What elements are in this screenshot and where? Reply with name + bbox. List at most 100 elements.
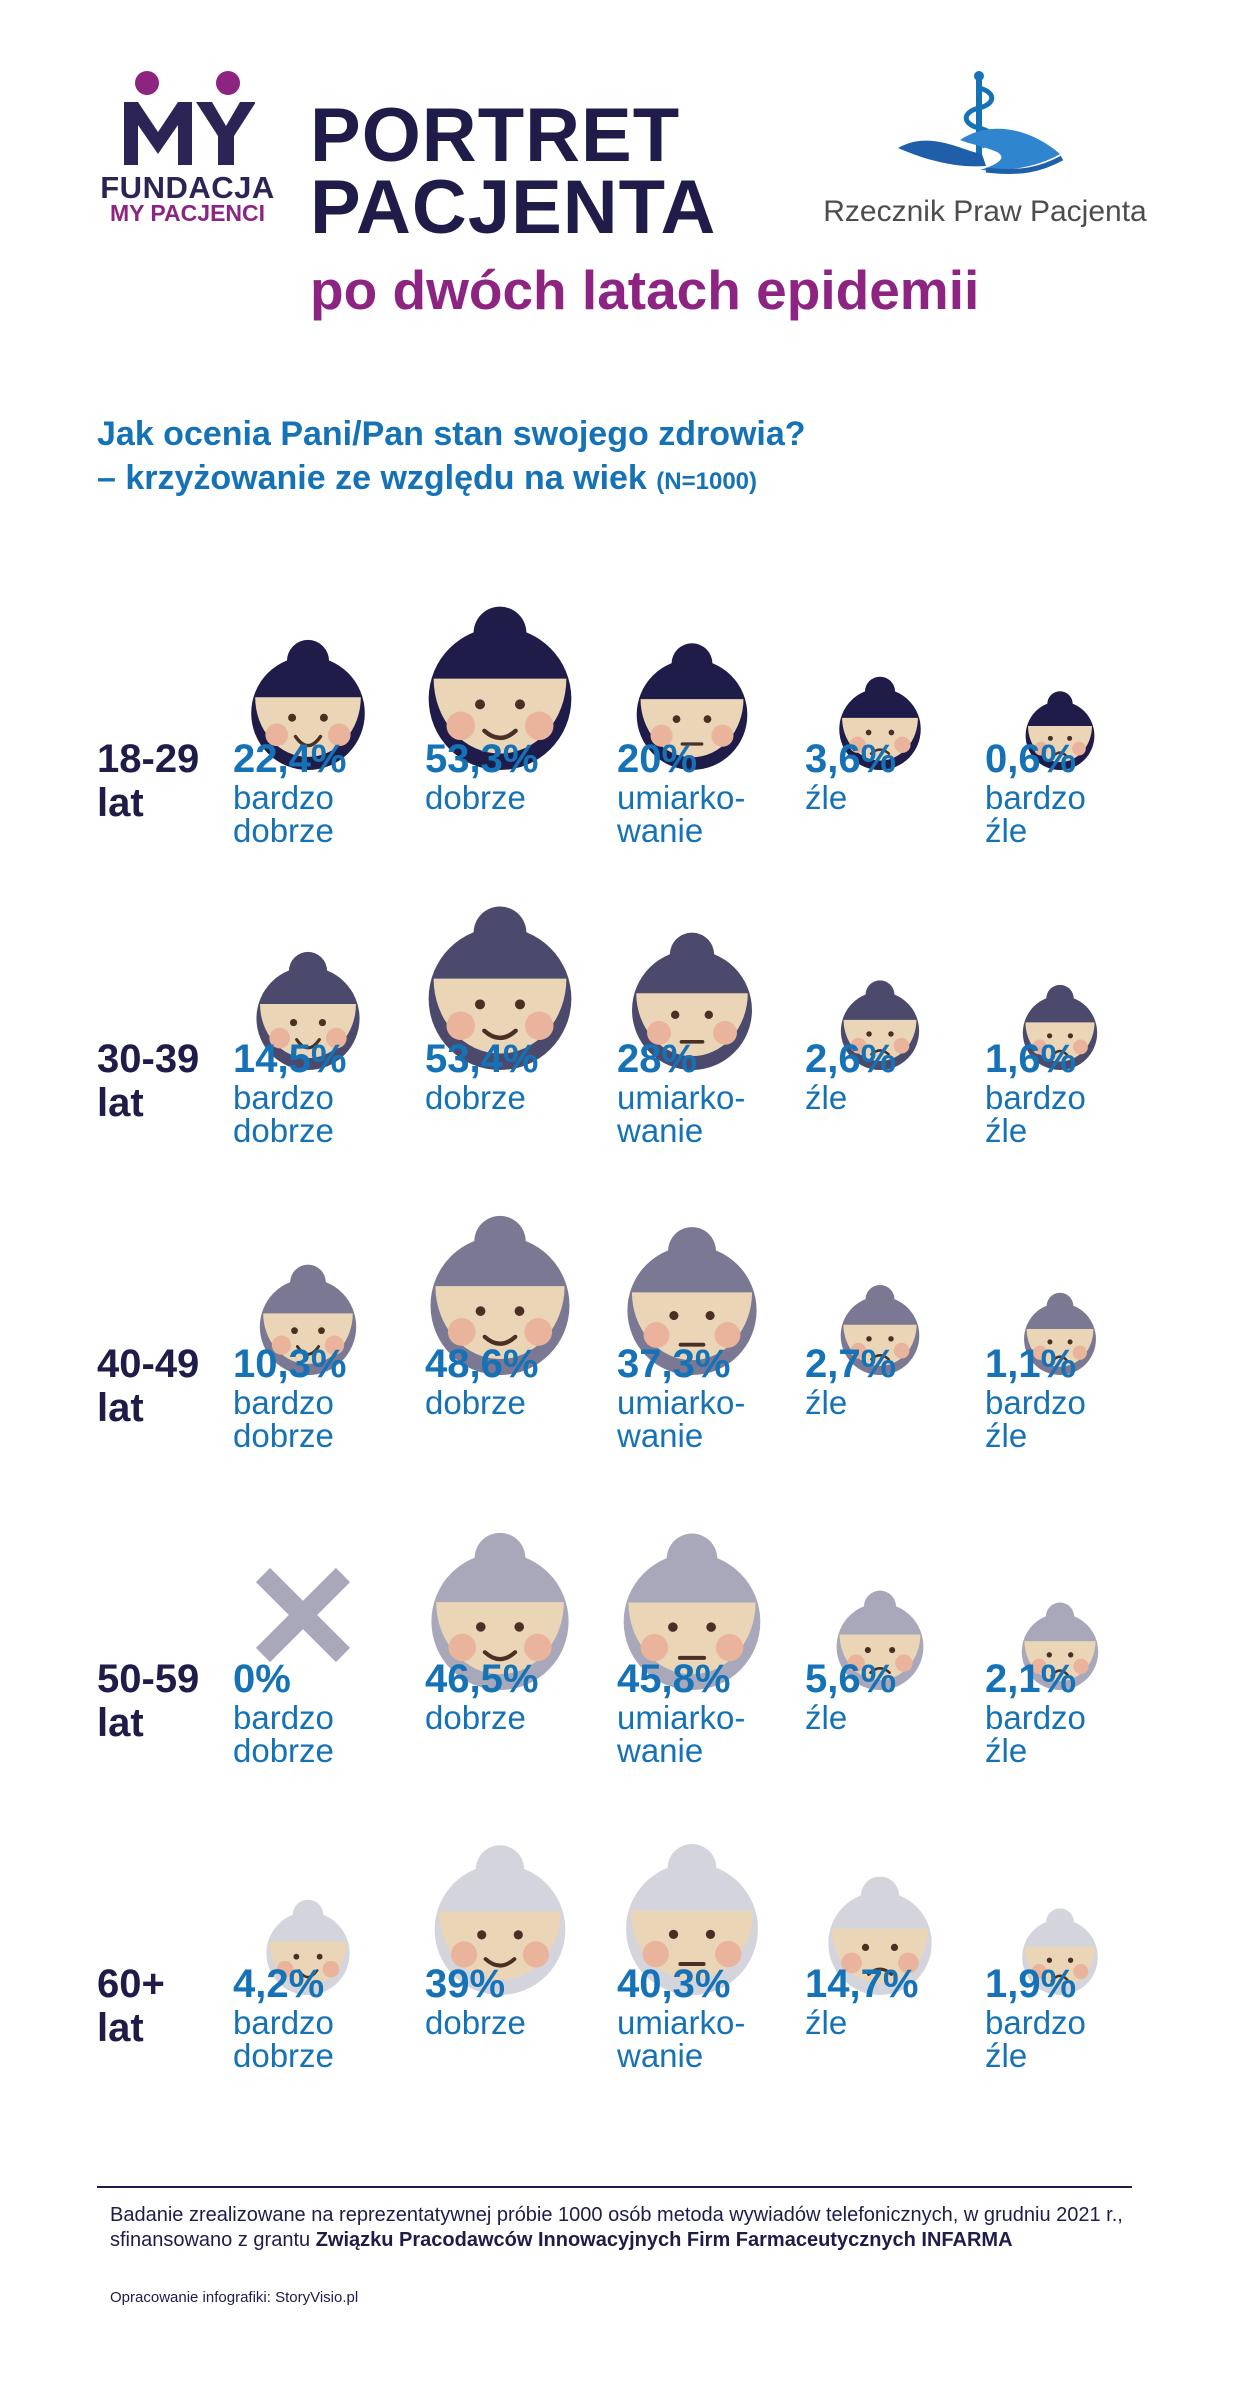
percentage-value: 22,4% [233,737,347,781]
rating-cell: 1,1% bardzo źle [985,1160,1165,1460]
rating-cell: 10,3% bardzo dobrze [233,1160,413,1460]
rating-cell: 2,6% źle [805,855,985,1155]
percentage-value: 3,6% [805,737,897,781]
percentage-value: 37,3% [617,1342,731,1386]
percentage-value: 1,9% [985,1962,1077,2006]
rating-label: bardzo dobrze [233,779,334,849]
rating-label: dobrze [425,779,526,816]
face-big-smile-icon [251,639,365,770]
question-crossing-text: – krzyżowanie ze względu na wiek [97,459,647,497]
rating-cell: 45,8% umiarko- wanie [617,1475,797,1775]
age-group-row: 60+ lat 4,2% bardzo dobrze 39% dobrze 40,3% um… [0,1780,1241,2080]
age-group-row: 40-49 lat 10,3% bardzo dobrze 48,6% dobrze 37… [0,1160,1241,1460]
percentage-value: 20% [617,737,698,781]
fundacja-my-pacjenci-logo: FUNDACJA MY PACJENCI [100,70,280,230]
page-subtitle: po dwóch latach epidemii [310,259,980,321]
percentage-value: 10,3% [233,1342,347,1386]
rating-label: bardzo źle [985,2004,1086,2074]
age-group-row: 30-39 lat 14,5% bardzo dobrze 53,4% dobrze 28… [0,855,1241,1155]
rating-label: bardzo dobrze [233,1699,334,1769]
rating-cell: 28% umiarko- wanie [617,855,797,1155]
age-group-label: 60+ lat [97,1962,165,2050]
rating-cell: 0,6% bardzo źle [985,555,1165,855]
rating-label: źle [805,2004,848,2041]
face-big-frown-icon [1024,1292,1096,1375]
face-smile-icon [431,1532,569,1690]
face-frown-icon [839,676,921,770]
age-group-label: 50-59 lat [97,1657,200,1745]
rating-cell: 2,1% bardzo źle [985,1475,1165,1775]
question-heading: Jak ocenia Pani/Pan stan swojego zdrowia… [97,412,1157,504]
rating-label: bardzo źle [985,779,1086,849]
age-group-row: 18-29 lat 22,4% bardzo dobrze 53,3% dobrze 20… [0,555,1241,855]
rating-label: dobrze [425,2004,526,2041]
rating-cell: 40,3% umiarko- wanie [617,1780,797,2080]
rating-label: umiarko- wanie [617,2004,746,2074]
rating-cell: 4,2% bardzo dobrze [233,1780,413,2080]
face-frown-icon [840,1284,920,1375]
percentage-value: 2,6% [805,1037,897,1081]
face-big-smile-icon [256,951,360,1070]
percentage-value: 45,8% [617,1657,731,1701]
face-big-frown-icon [1025,691,1095,770]
age-group-label: 18-29 lat [97,737,200,825]
rating-cell: 53,4% dobrze [425,855,605,1155]
face-smile-icon [434,1845,566,1995]
rating-label: bardzo dobrze [233,1079,334,1149]
face-frown-icon [840,980,920,1070]
percentage-value: 0,6% [985,737,1077,781]
rating-label: bardzo dobrze [233,1384,334,1454]
infographic-credit: Opracowanie infografiki: StoryVisio.pl [110,2289,359,2306]
face-frown-icon [828,1876,932,1995]
percentage-value: 53,4% [425,1037,539,1081]
rating-cell: 37,3% umiarko- wanie [617,1160,797,1460]
rating-cell: 46,5% dobrze [425,1475,605,1775]
face-neutral-icon [623,1533,761,1690]
footer-note-text: Badanie zrealizowane na reprezentatywnej… [110,2204,1123,2251]
age-group-label: 40-49 lat [97,1342,200,1430]
my-logo-mark-icon [124,71,255,165]
face-smile-icon [428,906,572,1070]
face-big-smile-icon [266,1899,350,1995]
fundacja-text: FUNDACJA [100,170,275,205]
percentage-value: 39% [425,1962,506,2006]
rating-label: umiarko- wanie [617,1699,746,1769]
rating-cell: 2,7% źle [805,1160,985,1460]
percentage-value: 40,3% [617,1962,731,2006]
rating-label: źle [805,1384,848,1421]
face-frown-icon [836,1590,924,1690]
rating-label: bardzo dobrze [233,2004,334,2074]
rating-label: umiarko- wanie [617,779,746,849]
percentage-value: 1,1% [985,1342,1077,1386]
face-big-smile-icon [259,1264,357,1375]
face-big-frown-icon [1022,1908,1098,1995]
rating-label: umiarko- wanie [617,1384,746,1454]
percentage-value: 28% [617,1037,698,1081]
rating-label: umiarko- wanie [617,1079,746,1149]
rating-cell: 3,6% źle [805,555,985,855]
face-big-frown-icon [1022,984,1098,1070]
rating-cell: 14,7% źle [805,1780,985,2080]
rating-label: bardzo źle [985,1384,1086,1454]
rating-cell: 14,5% bardzo dobrze [233,855,413,1155]
rating-cell: 20% umiarko- wanie [617,555,797,855]
percentage-value: 53,3% [425,737,539,781]
rating-cell: 0% bardzo dobrze [233,1475,413,1775]
age-group-label: 30-39 lat [97,1037,200,1125]
face-big-frown-icon [1021,1602,1099,1690]
percentage-value: 2,7% [805,1342,897,1386]
face-smile-icon [430,1215,570,1375]
face-smile-icon [428,606,572,770]
percentage-value: 14,7% [805,1962,919,2006]
my-pacjenci-text: MY PACJENCI [109,200,266,226]
rating-label: źle [805,779,848,816]
question-line-2: – krzyżowanie ze względu na wiek (N=1000… [97,456,1157,504]
percentage-value: 14,5% [233,1037,347,1081]
rating-label: źle [805,1079,848,1116]
percentage-value: 2,1% [985,1657,1077,1701]
percentage-value: 1,6% [985,1037,1077,1081]
footer-note: Badanie zrealizowane na reprezentatywnej… [110,2203,1140,2253]
caring-hands-caduceus-icon [898,71,1064,174]
rating-cell: 53,3% dobrze [425,555,605,855]
sample-size: (N=1000) [656,468,758,495]
